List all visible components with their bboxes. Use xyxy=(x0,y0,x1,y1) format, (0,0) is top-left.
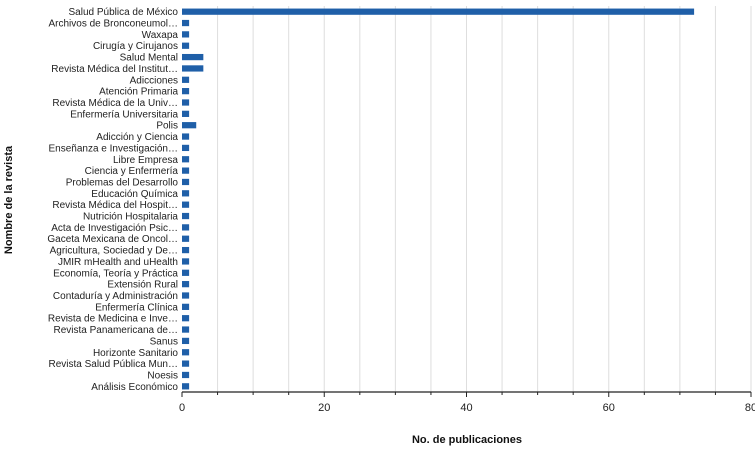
category-label: Revista Médica de la Univ… xyxy=(52,98,178,109)
category-label: Revista Médica del Institut… xyxy=(51,64,178,75)
category-label: Nutrición Hospitalaria xyxy=(83,212,178,223)
category-label: Polis xyxy=(156,121,178,132)
category-label: Libre Empresa xyxy=(113,155,178,166)
bar xyxy=(182,201,190,208)
bar xyxy=(182,315,190,322)
x-tick-label: 40 xyxy=(460,402,472,414)
bar xyxy=(182,178,190,186)
category-label: Problemas del Desarrollo xyxy=(66,177,179,188)
bar xyxy=(182,303,190,310)
category-label: Salud Mental xyxy=(120,53,178,64)
bar xyxy=(182,371,190,379)
category-label: Contaduría y Administración xyxy=(53,291,178,302)
category-label: Sanus xyxy=(150,336,178,347)
category-label: Waxapa xyxy=(142,30,179,41)
bar xyxy=(182,167,190,174)
x-tick-label: 80 xyxy=(745,402,755,414)
bar xyxy=(182,360,190,367)
bar xyxy=(182,99,190,106)
x-axis-title: No. de publicaciones xyxy=(412,434,522,446)
category-label: Revista Médica del Hospit… xyxy=(52,200,178,211)
category-label: Enseñanza e Investigación… xyxy=(48,143,178,154)
category-label: Extensión Rural xyxy=(107,280,178,291)
bar xyxy=(182,383,190,390)
category-label: Agricultura, Sociedad y De… xyxy=(50,246,178,257)
category-label: Adicción y Ciencia xyxy=(96,132,178,143)
bar xyxy=(182,224,190,231)
bar xyxy=(182,235,190,242)
category-label: JMIR mHealth and uHealth xyxy=(58,257,178,268)
category-label: Revista de Medicina e Inve… xyxy=(48,314,178,325)
bar xyxy=(182,122,197,129)
bar xyxy=(182,212,190,220)
category-label: Enfermería Clínica xyxy=(95,302,178,313)
bar xyxy=(182,258,190,265)
category-label: Acta de Investigación Psic… xyxy=(51,223,178,234)
category-label: Atención Primaria xyxy=(99,87,178,98)
category-label: Análisis Económico xyxy=(91,382,178,393)
bar xyxy=(182,42,190,49)
bar xyxy=(182,8,695,15)
gridlines xyxy=(217,6,752,392)
bar xyxy=(182,156,190,163)
x-axis: 0 20 40 60 80 xyxy=(179,391,755,414)
bar xyxy=(182,19,190,27)
bars xyxy=(182,8,695,390)
category-label: Horizonte Sanitario xyxy=(93,348,178,359)
bar xyxy=(182,190,190,197)
category-label: Noesis xyxy=(147,370,178,381)
bar xyxy=(182,246,190,254)
category-label: Revista Panamericana de… xyxy=(53,325,178,336)
y-axis-title: Nombre de la revista xyxy=(3,145,15,254)
x-tick-label: 60 xyxy=(603,402,615,414)
category-label: Cirugía y Cirujanos xyxy=(93,41,178,52)
category-label: Salud Pública de México xyxy=(68,7,178,18)
bar xyxy=(182,326,190,333)
category-label: Educación Química xyxy=(91,189,178,200)
bar xyxy=(182,292,190,299)
bar xyxy=(182,337,190,345)
bar xyxy=(182,65,204,72)
category-label: Archivos de Bronconeumol… xyxy=(48,19,178,30)
bar xyxy=(182,281,190,288)
category-label: Enfermería Universitaria xyxy=(70,109,178,120)
category-label: Revista Salud Pública Mun… xyxy=(48,359,178,370)
bar xyxy=(182,133,190,140)
category-label: Gaceta Mexicana de Oncol… xyxy=(47,234,178,245)
bar xyxy=(182,110,190,117)
category-label: Adicciones xyxy=(130,75,178,86)
bar xyxy=(182,53,204,61)
bar xyxy=(182,349,190,356)
bar xyxy=(182,269,190,276)
bar xyxy=(182,88,190,95)
bar xyxy=(182,76,190,83)
category-label: Economía, Teoría y Práctica xyxy=(53,268,178,279)
bar xyxy=(182,144,190,152)
category-label: Ciencia y Enfermería xyxy=(85,166,179,177)
x-tick-label: 20 xyxy=(318,402,330,414)
x-tick-label: 0 xyxy=(179,402,185,414)
bar xyxy=(182,31,190,38)
